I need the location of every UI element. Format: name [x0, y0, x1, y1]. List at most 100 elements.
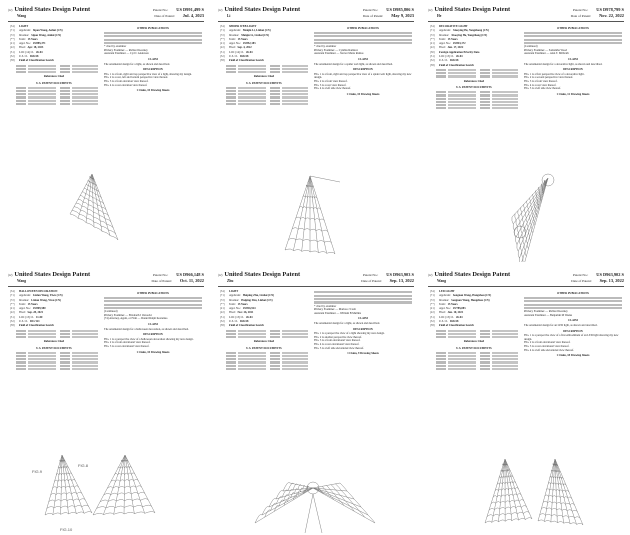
field-code: (**)	[10, 302, 15, 306]
web-ring	[283, 484, 302, 506]
web-spoke	[61, 454, 77, 514]
web-spoke	[52, 454, 63, 515]
patent-header: (12) United States Design Patent Wang Paten…	[8, 271, 204, 285]
field-value: D26/28	[450, 320, 459, 324]
publication-line	[524, 31, 622, 34]
drawing-sheets-caption: 1 Claim, 10 Drawing Sheets	[136, 350, 170, 354]
examiner-line: Primary Examiner — Richard Kearney	[104, 48, 148, 52]
web-ring	[54, 479, 76, 482]
description-heading: DESCRIPTION	[143, 333, 163, 337]
reference-entry	[16, 361, 98, 364]
claim-text: The ornamental design for a light, as sh…	[104, 62, 170, 66]
patent-page: (12) United States Design Patent Wang Paten…	[0, 0, 210, 262]
examiner-line: Primary Examiner — Samantha Wood	[524, 48, 568, 52]
web-ring	[71, 210, 116, 235]
biblio-field: (**) Term: 15 Years	[220, 303, 308, 307]
web-ring	[44, 511, 93, 516]
reference-entry	[436, 97, 518, 100]
field-value: Field of Classification Search	[229, 59, 264, 63]
field-key: Filed:	[19, 311, 26, 315]
publication-line	[314, 291, 412, 294]
web-ring	[543, 179, 547, 186]
patent-header: (12) United States Design Patent Wang Paten…	[8, 6, 204, 20]
drawing-sheets-caption: 1 Claim, 10 Drawing Sheets	[346, 92, 380, 96]
field-code: (71)	[220, 29, 225, 33]
patent-date-label: Date of Patent:	[154, 14, 175, 18]
field-code: (21)	[220, 42, 225, 46]
biblio-field: (51) LOC (13) Cl. 26-04	[220, 316, 308, 320]
patent-date-label: Date of Patent:	[570, 14, 592, 18]
web-ring	[103, 491, 146, 496]
web-ring	[496, 481, 516, 485]
biblio-field: (**) Term: 15 Years	[10, 303, 98, 307]
web-ring	[292, 227, 329, 232]
patent-date-row: Date of Patent: Sep. 13, 2022	[571, 278, 624, 283]
web-ring	[52, 485, 79, 489]
web-ring	[526, 200, 534, 233]
field-value: 15 Years	[237, 37, 248, 41]
field-value: Linlan Wang, Yiwu (CN)	[31, 298, 62, 302]
web-ring	[500, 469, 511, 472]
examiner-line: * cited by examiner	[104, 45, 127, 49]
field-value: 26-04	[36, 50, 43, 54]
description-line: FIG. 4 is a left side elevational view t…	[524, 348, 574, 352]
field-value: LIGHT	[229, 290, 239, 293]
field-code: (30)	[430, 50, 435, 54]
biblio-field: (51) LOC (13) Cl. 26-04	[430, 55, 518, 59]
examiner-line: * cited by examiner	[314, 45, 337, 49]
field-key: Applicant:	[229, 29, 241, 33]
right-column: OTHER PUBLICATIONS * cited by examiner Pri…	[104, 25, 202, 93]
reference-entry	[226, 367, 308, 370]
claim-heading: CLAIM	[358, 317, 368, 321]
web-spoke	[123, 454, 126, 515]
biblio-field: (71) Applicant: Linlan Wang, Yiwu (CN)	[10, 294, 98, 298]
field-code: (52)	[10, 55, 15, 59]
field-code: (72)	[10, 298, 15, 302]
field-value: D26/28	[240, 320, 249, 324]
field-key: Applicant:	[229, 294, 241, 298]
field-value: LIGHT	[19, 25, 29, 28]
patent-number: US D978,799 S	[596, 7, 624, 12]
description-line: FIG. 2 is a rear, left and bottom perspe…	[104, 76, 169, 80]
field-code: (21)	[430, 42, 435, 46]
patent-title: (12) United States Design Patent	[8, 6, 90, 13]
patent-date: Oct. 11, 2022	[179, 278, 204, 283]
field-code: (54)	[430, 290, 435, 293]
right-column: OTHER PUBLICATIONS * cited by examiner Pri…	[314, 25, 412, 96]
design-drawing	[284, 175, 341, 255]
us-docs-heading: U.S. PATENT DOCUMENTS	[456, 85, 492, 89]
web-ring	[486, 511, 530, 517]
field-code: (58)	[10, 324, 15, 328]
biblio-field: (21) Appl. No.: 29/816,924	[220, 307, 308, 311]
publication-line	[524, 35, 622, 38]
design-drawing	[254, 481, 376, 534]
examiner-line: (Continued)	[104, 310, 118, 314]
field-code: (22)	[430, 46, 435, 50]
field-value: D26/28	[30, 55, 39, 59]
field-code: (72)	[10, 33, 15, 37]
patent-date-row: Date of Patent: May 9, 2023	[363, 13, 414, 18]
cable-line	[309, 175, 341, 183]
reference-entry	[226, 361, 308, 364]
reference-entry	[436, 364, 518, 367]
field-key: U.S. Cl.	[229, 320, 239, 324]
header-divider	[8, 286, 204, 287]
field-key: U.S. Cl.	[19, 320, 29, 324]
us-docs-heading: U.S. PATENT DOCUMENTS	[246, 81, 282, 85]
patent-date: Nov. 22, 2022	[599, 13, 624, 18]
reference-entry	[436, 361, 518, 364]
classification-line	[226, 71, 308, 74]
header-divider	[428, 286, 624, 287]
description-line: FIG. 2 is a front elevational view there…	[104, 341, 151, 345]
biblio-field: (54) LED LIGHT	[430, 290, 518, 294]
description-line: FIG. 5 is a left side elevational view t…	[314, 346, 364, 350]
reference-entry	[436, 94, 518, 97]
publication-line	[524, 300, 622, 303]
reference-entry	[16, 90, 98, 93]
reference-entry	[16, 99, 98, 102]
classification-line	[436, 68, 518, 72]
biblio-field: (52) U.S. Cl. D26/28	[10, 55, 98, 59]
biblio-field: (22) Filed: Sep. 4, 2022	[220, 46, 308, 50]
patent-number-row: Patent No.: US D978,799 S	[573, 7, 624, 12]
